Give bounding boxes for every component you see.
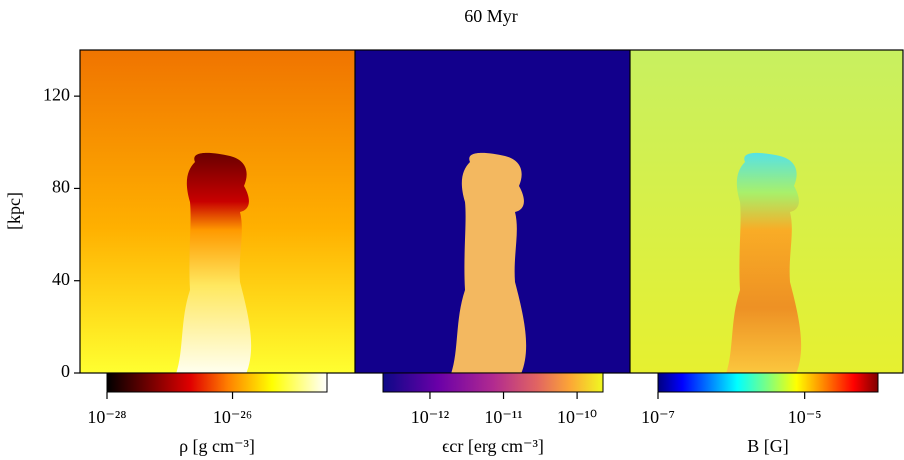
y-tick-label: 40	[52, 269, 70, 289]
colorbar-label: ϵcr [erg cm⁻³]	[442, 436, 544, 456]
panel-cosmic-ray	[355, 50, 630, 374]
colorbar	[382, 372, 604, 393]
colorbar-tick-label: 10⁻¹⁰	[557, 407, 597, 427]
colorbar-tick-label: 10⁻²⁸	[87, 407, 126, 427]
colorbar	[106, 372, 328, 393]
colorbar-label: B [G]	[747, 436, 789, 456]
colorbar-tick-label: 10⁻¹¹	[484, 407, 522, 427]
panel-density	[80, 50, 355, 374]
colorbar	[657, 372, 879, 393]
y-axis-label: [kpc]	[4, 192, 24, 230]
colorbar-tick-label: 10⁻²⁶	[213, 407, 252, 427]
chart-title: 60 Myr	[464, 6, 518, 26]
colorbar-tick-label: 10⁻⁷	[641, 407, 675, 427]
colorbar-tick-label: 10⁻¹²	[411, 407, 449, 427]
y-tick-label: 120	[43, 84, 70, 104]
y-tick-label: 80	[52, 177, 70, 197]
colorbar-label: ρ [g cm⁻³]	[179, 436, 255, 456]
y-tick-label: 0	[61, 361, 70, 381]
panel-magnetic-field	[630, 50, 903, 374]
colorbar-tick-label: 10⁻⁵	[788, 407, 822, 427]
